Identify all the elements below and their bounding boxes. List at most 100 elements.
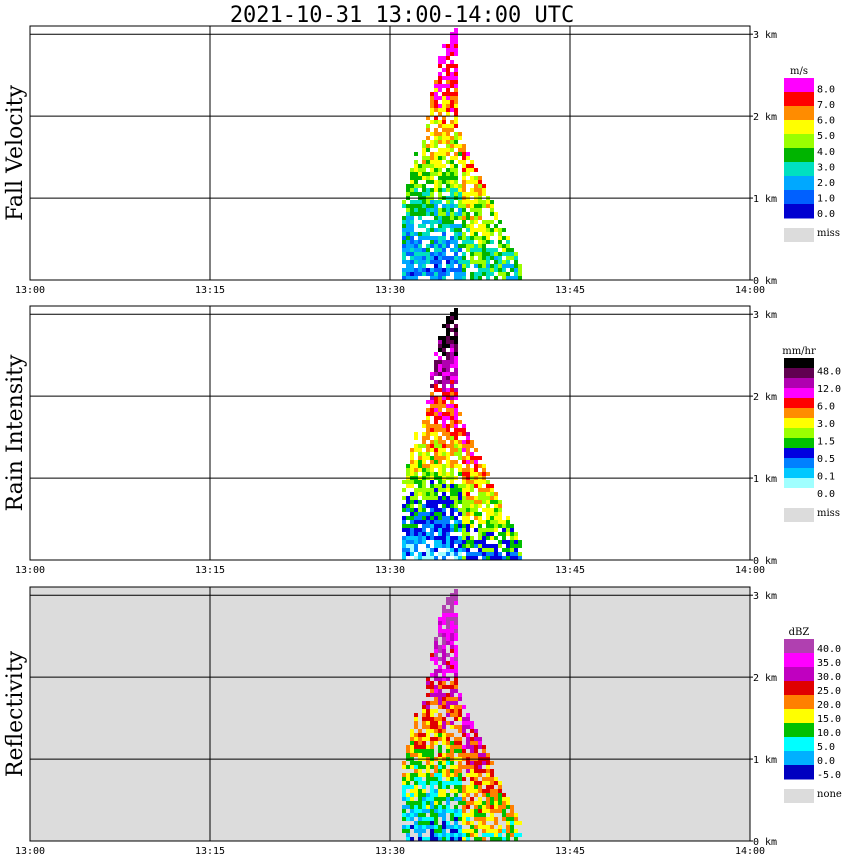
echo-cell	[478, 264, 482, 268]
echo-cell	[426, 200, 430, 204]
echo-cell	[426, 256, 430, 260]
echo-cell	[478, 464, 482, 468]
echo-cell	[458, 809, 462, 813]
echo-cell	[446, 693, 450, 697]
echo-cell	[414, 204, 418, 208]
echo-cell	[506, 825, 510, 829]
echo-cell	[446, 372, 450, 376]
echo-cell	[454, 116, 458, 120]
echo-cell	[490, 524, 494, 528]
echo-cell	[470, 272, 474, 276]
echo-cell	[502, 797, 506, 801]
echo-cell	[434, 372, 438, 376]
echo-cell	[474, 176, 478, 180]
echo-cell	[502, 805, 506, 809]
echo-cell	[430, 488, 434, 492]
echo-cell	[474, 220, 478, 224]
y-tick-label: 3 km	[753, 310, 777, 321]
echo-cell	[446, 412, 450, 416]
echo-cell	[466, 244, 470, 248]
echo-cell	[446, 404, 450, 408]
echo-cell	[410, 232, 414, 236]
echo-cell	[446, 144, 450, 148]
echo-cell	[450, 484, 454, 488]
echo-cell	[442, 164, 446, 168]
echo-cell	[434, 520, 438, 524]
echo-cell	[418, 801, 422, 805]
echo-cell	[438, 681, 442, 685]
echo-cell	[450, 448, 454, 452]
echo-cell	[430, 212, 434, 216]
echo-cell	[418, 488, 422, 492]
echo-cell	[514, 544, 518, 548]
echo-cell	[450, 693, 454, 697]
echo-cell	[470, 781, 474, 785]
echo-cell	[498, 785, 502, 789]
echo-cell	[458, 440, 462, 444]
echo-cell	[494, 512, 498, 516]
echo-cell	[434, 424, 438, 428]
echo-cell	[410, 805, 414, 809]
echo-cell	[462, 837, 466, 841]
echo-cell	[494, 837, 498, 841]
echo-cell	[442, 532, 446, 536]
echo-cell	[434, 464, 438, 468]
echo-cell	[486, 500, 490, 504]
echo-cell	[506, 532, 510, 536]
echo-cell	[446, 536, 450, 540]
echo-cell	[414, 805, 418, 809]
echo-cell	[482, 528, 486, 532]
echo-cell	[418, 484, 422, 488]
echo-cell	[474, 805, 478, 809]
echo-cell	[426, 516, 430, 520]
echo-cell	[438, 72, 442, 76]
echo-cell	[450, 104, 454, 108]
echo-cell	[462, 528, 466, 532]
echo-cell	[518, 821, 522, 825]
echo-cell	[438, 645, 442, 649]
echo-cell	[486, 512, 490, 516]
echo-cell	[418, 833, 422, 837]
echo-cell	[446, 44, 450, 48]
echo-cell	[422, 504, 426, 508]
echo-cell	[434, 204, 438, 208]
echo-cell	[462, 717, 466, 721]
echo-cell	[430, 781, 434, 785]
echo-cell	[434, 436, 438, 440]
echo-cell	[486, 552, 490, 556]
echo-cell	[438, 825, 442, 829]
echo-cell	[466, 556, 470, 560]
echo-cell	[454, 108, 458, 112]
echo-cell	[438, 773, 442, 777]
echo-cell	[458, 236, 462, 240]
echo-cell	[430, 372, 434, 376]
echo-cell	[498, 524, 502, 528]
echo-cell	[406, 264, 410, 268]
echo-cell	[454, 793, 458, 797]
echo-cell	[450, 160, 454, 164]
echo-cell	[442, 809, 446, 813]
echo-cell	[462, 176, 466, 180]
echo-cell	[418, 444, 422, 448]
echo-cell	[454, 192, 458, 196]
echo-cell	[434, 689, 438, 693]
echo-cell	[410, 528, 414, 532]
echo-cell	[406, 813, 410, 817]
echo-cell	[450, 460, 454, 464]
echo-cell	[422, 452, 426, 456]
echo-cell	[494, 256, 498, 260]
echo-cell	[426, 536, 430, 540]
echo-cell	[406, 825, 410, 829]
echo-cell	[482, 789, 486, 793]
echo-cell	[486, 496, 490, 500]
echo-cell	[442, 741, 446, 745]
echo-cell	[402, 544, 406, 548]
echo-cell	[454, 100, 458, 104]
echo-cell	[514, 556, 518, 560]
echo-cell	[478, 761, 482, 765]
echo-cell	[402, 761, 406, 765]
echo-cell	[430, 392, 434, 396]
echo-cell	[462, 833, 466, 837]
echo-cell	[434, 240, 438, 244]
echo-cell	[466, 528, 470, 532]
